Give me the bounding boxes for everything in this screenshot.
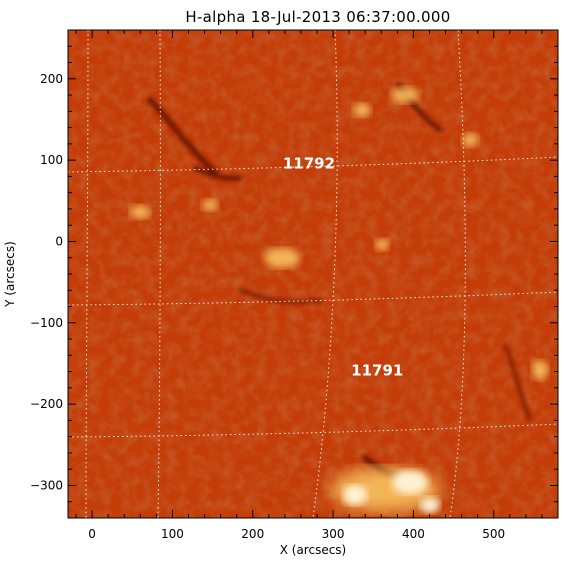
x-tick-label: 0	[88, 527, 96, 541]
x-tick-label: 200	[241, 527, 264, 541]
coordinate-grid	[68, 30, 558, 518]
plage	[343, 485, 367, 505]
plage	[392, 470, 428, 494]
plage	[532, 360, 548, 380]
plage	[202, 199, 218, 211]
filament	[147, 97, 218, 175]
y-tick-label: −100	[30, 316, 63, 330]
x-axis: 0 100 200 300 400 500 X (arcsecs)	[88, 527, 505, 557]
plage	[375, 239, 389, 251]
y-tick-label: 200	[40, 72, 63, 86]
x-tick-label: 500	[482, 527, 505, 541]
plage	[130, 205, 150, 219]
y-tick-label: 100	[40, 153, 63, 167]
solar-image: 11792 11791	[68, 30, 558, 518]
x-tick-label: 300	[322, 527, 345, 541]
region-label-11792: 11792	[283, 154, 335, 172]
region-label-11791: 11791	[351, 362, 403, 380]
plage	[391, 87, 419, 103]
y-tick-label: −200	[30, 397, 63, 411]
y-tick-label: −300	[30, 478, 63, 492]
plage-regions	[130, 87, 548, 513]
y-tick-label: 0	[55, 234, 63, 248]
x-tick-label: 100	[161, 527, 184, 541]
image-title: H-alpha 18-Jul-2013 06:37:00.000	[185, 8, 450, 26]
filament	[503, 343, 532, 422]
y-axis-label: Y (arcsecs)	[3, 241, 17, 308]
x-tick-label: 400	[402, 527, 425, 541]
tick-marks	[68, 29, 558, 519]
chromosphere-texture	[68, 30, 558, 518]
x-axis-label: X (arcsecs)	[280, 543, 347, 557]
plage	[420, 497, 440, 513]
y-axis: 200 100 0 −100 −200 −300 Y (arcsecs)	[3, 72, 63, 493]
plage	[353, 103, 371, 117]
grid-line	[85, 30, 89, 518]
plage	[462, 133, 478, 147]
plage	[264, 248, 300, 268]
grid-line	[157, 30, 161, 518]
